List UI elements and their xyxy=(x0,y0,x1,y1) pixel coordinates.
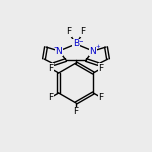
Text: F: F xyxy=(98,93,104,102)
Text: F: F xyxy=(80,28,86,36)
Text: F: F xyxy=(48,93,54,102)
Text: F: F xyxy=(98,64,104,73)
Text: F: F xyxy=(48,64,54,73)
Text: N: N xyxy=(56,47,62,55)
Text: −: − xyxy=(53,45,58,50)
Text: N: N xyxy=(90,47,96,55)
Text: +: + xyxy=(95,45,100,50)
Text: F: F xyxy=(66,28,72,36)
Text: F: F xyxy=(73,107,79,116)
Text: −: − xyxy=(78,38,83,43)
Text: B: B xyxy=(73,40,79,48)
